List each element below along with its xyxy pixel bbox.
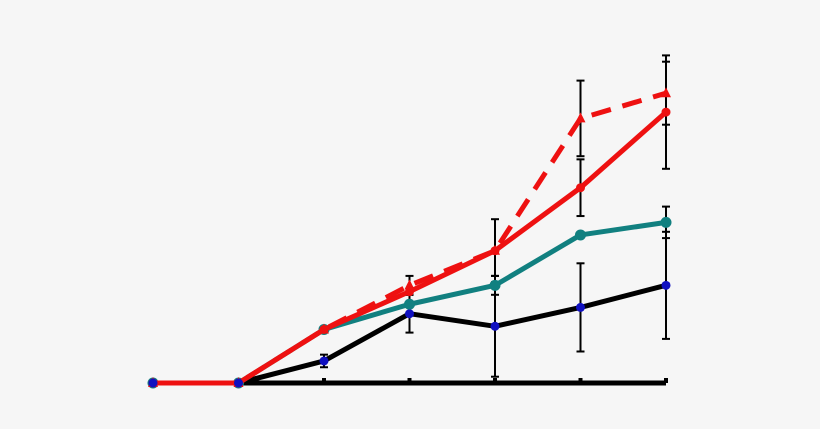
series-marker-1-3 [405,287,414,297]
series-marker-3-4 [490,321,500,331]
series-marker-0-6 [661,87,671,98]
series-marker-2-4 [489,279,501,291]
series-marker-3-2 [319,356,329,366]
series-marker-0-5 [575,112,586,123]
series-marker-2-3 [404,298,415,310]
series-marker-3-5 [576,302,585,312]
series-marker-2-6 [660,216,672,228]
baseline-marker-1 [234,378,243,388]
series-marker-1-6 [661,107,671,117]
baseline-marker-0 [148,378,158,388]
series-line-1 [153,110,668,386]
series-marker-0-4 [490,244,500,255]
series-marker-0-3 [404,279,415,290]
series-marker-3-6 [661,280,671,290]
series-marker-1-5 [576,183,585,193]
series-marker-2-5 [575,229,586,241]
series-marker-0-2 [319,323,329,334]
series-marker-3-3 [405,309,414,319]
series-line-0 [153,90,667,386]
